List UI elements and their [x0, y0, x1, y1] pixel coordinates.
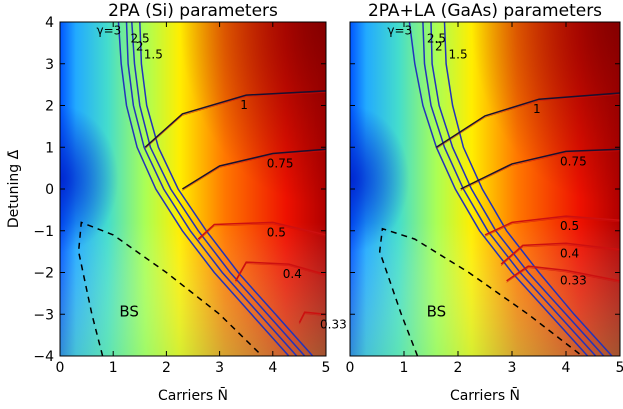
- y-tick-label: 4: [45, 15, 54, 31]
- contour-label: 1.5: [144, 48, 163, 62]
- contour-label: 2: [136, 40, 144, 54]
- x-tick-label: 4: [562, 360, 571, 376]
- x-tick-label: 3: [215, 360, 224, 376]
- y-axis-label: Detuning Δ̄: [6, 149, 22, 228]
- contour-line: [500, 242, 620, 265]
- y-tick-label: 0: [45, 182, 54, 198]
- contour-edge: [436, 94, 620, 150]
- contour-label: 2.5: [427, 32, 446, 46]
- heatmap-bottom-shade: [350, 22, 620, 356]
- contour-label: 2.5: [131, 32, 150, 46]
- contour-line: [435, 92, 620, 148]
- contour-edge: [299, 313, 326, 325]
- x-tick-label: 1: [400, 360, 409, 376]
- contour-label: 2: [435, 40, 443, 54]
- contour-edge: [501, 244, 620, 266]
- contour-line: [197, 221, 326, 240]
- contour-line: [298, 311, 326, 323]
- contour-edge: [484, 217, 620, 237]
- contour-line: [139, 22, 314, 356]
- contour-line: [234, 261, 326, 282]
- contour-label: 1: [533, 102, 541, 116]
- x-tick-label: 2: [454, 360, 463, 376]
- chart-title: 2PA+LA (GaAs) parameters: [368, 1, 602, 21]
- contour-label: 1.5: [449, 48, 468, 62]
- x-tick-label: 0: [346, 360, 355, 376]
- contour-edge: [235, 263, 326, 283]
- dashed-boundary: [378, 227, 583, 356]
- contours: [378, 22, 620, 356]
- y-tick-label: −2: [33, 266, 54, 282]
- y-tick-label: −4: [33, 349, 54, 365]
- chart-title: 2PA (Si) parameters: [108, 1, 278, 21]
- contour-label: γ=3: [97, 24, 122, 38]
- contour-line: [131, 22, 306, 356]
- contour-label: γ=3: [387, 24, 412, 38]
- y-tick-label: 3: [45, 57, 54, 73]
- x-tick-label: 5: [322, 360, 331, 376]
- contour-line: [144, 90, 326, 148]
- contour-label: 0.33: [560, 273, 587, 287]
- heatmap-bottom-shade: [60, 22, 326, 356]
- contour-label: 0.4: [560, 246, 579, 260]
- contour-label: 0.75: [560, 154, 587, 168]
- contour-edge: [182, 150, 326, 191]
- contours: [77, 22, 326, 356]
- contour-line: [460, 148, 620, 190]
- contour-label: 0.5: [560, 219, 579, 233]
- y-tick-label: −1: [33, 224, 54, 240]
- contour-line: [506, 265, 620, 282]
- x-tick-label: 4: [268, 360, 277, 376]
- contour-label: 0.33: [320, 317, 347, 331]
- y-tick-label: 2: [45, 99, 54, 115]
- contour-line: [125, 22, 298, 356]
- contour-edge: [506, 267, 620, 283]
- y-tick-label: −3: [33, 307, 54, 323]
- contour-line: [484, 215, 620, 236]
- contour-label: 0.5: [267, 225, 286, 239]
- contour-line: [117, 22, 290, 356]
- x-tick-label: 5: [616, 360, 623, 376]
- contour-label: 0.75: [267, 157, 294, 171]
- x-tick-label: 3: [508, 360, 517, 376]
- x-tick-label: 2: [162, 360, 171, 376]
- contour-label: 0.4: [283, 267, 302, 281]
- x-axis-label: Carriers N̄: [158, 386, 228, 404]
- contour-edge: [460, 150, 620, 191]
- contour-label: 1: [240, 98, 248, 112]
- x-tick-label: 0: [56, 360, 65, 376]
- contour-edge: [144, 92, 326, 150]
- contour-line: [430, 22, 605, 356]
- contour-line: [408, 22, 589, 356]
- contour-edge: [198, 223, 326, 241]
- y-tick-label: 1: [45, 140, 54, 156]
- region-label: BS: [119, 302, 139, 320]
- region-label: BS: [427, 302, 447, 320]
- contour-line: [443, 22, 613, 356]
- x-tick-label: 1: [109, 360, 118, 376]
- contour-line: [182, 148, 326, 190]
- x-axis-label: Carriers N̄: [450, 386, 520, 404]
